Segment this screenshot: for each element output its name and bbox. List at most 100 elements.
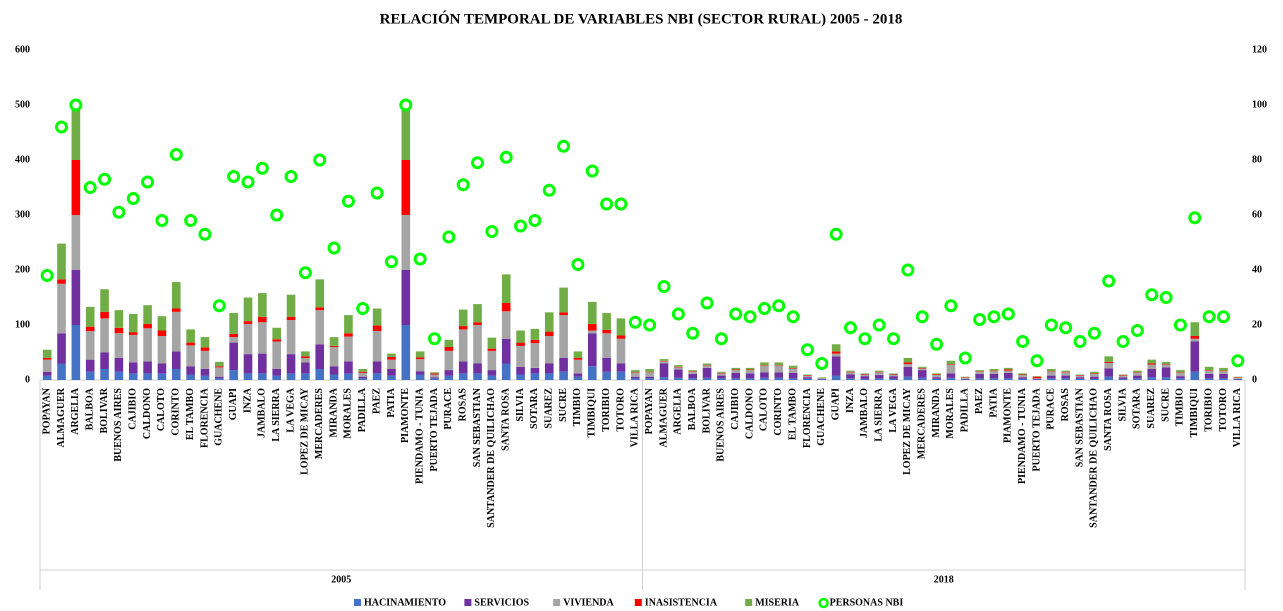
- bar-segment: [1233, 377, 1243, 378]
- x-tick-label: PUERTO TEJADA: [1031, 387, 1042, 471]
- bar-segment: [1147, 369, 1157, 378]
- legend-label: VIVIENDA: [563, 597, 614, 608]
- nbi-point: [227, 170, 241, 183]
- bar-segment: [846, 371, 855, 373]
- bar-segment: [903, 362, 913, 365]
- bar-segment: [128, 332, 138, 335]
- bar-segment: [229, 370, 238, 380]
- bar-segment: [889, 373, 898, 375]
- bar-segment: [631, 372, 640, 377]
- y2-tick-label: 100: [1252, 99, 1267, 110]
- bar-segment: [372, 361, 382, 374]
- bar-segment: [85, 331, 95, 360]
- bar-segment: [1118, 375, 1128, 378]
- bar-segment: [272, 327, 281, 340]
- bar-segment: [157, 330, 167, 336]
- bar-segment: [229, 312, 238, 334]
- bar-segment: [975, 378, 984, 380]
- bar-segment: [229, 337, 238, 343]
- bar-segment: [171, 282, 181, 309]
- bar-segment: [1147, 359, 1157, 364]
- bar-segment: [573, 359, 583, 374]
- bar-segment: [846, 370, 855, 372]
- bar-segment: [1147, 363, 1157, 365]
- x-tick-label: LA SIERRA: [271, 387, 282, 441]
- x-tick-label: PIENDAMO - TUNIA: [414, 387, 425, 484]
- nbi-point: [714, 332, 728, 346]
- bar-segment: [602, 329, 611, 334]
- bar-segment: [544, 373, 554, 380]
- bar-segment: [1061, 372, 1070, 376]
- bar-segment: [587, 323, 597, 331]
- bar-segment: [1118, 377, 1128, 379]
- x-tick-label: PURACE: [443, 388, 454, 430]
- bar-segment: [587, 333, 597, 367]
- nbi-point: [643, 318, 657, 332]
- bar-segment: [415, 371, 425, 375]
- bar-segment: [1004, 369, 1013, 371]
- nbi-point: [69, 98, 83, 112]
- bar-segment: [1018, 375, 1027, 378]
- bar-segment: [315, 344, 325, 369]
- bar-segment: [1204, 366, 1214, 371]
- bar-segment: [760, 365, 769, 373]
- bar-segment: [788, 368, 798, 373]
- bar-segment: [817, 378, 827, 380]
- x-tick-label: FLORENCIA: [802, 387, 813, 448]
- bar-segment: [344, 373, 353, 380]
- x-tick-label: LA SIERRA: [873, 387, 884, 441]
- bar-segment: [200, 347, 210, 351]
- bar-segment: [329, 337, 339, 346]
- bar-segment: [401, 325, 411, 380]
- bar-segment: [1161, 361, 1171, 365]
- x-tick-label: GUACHENE: [816, 388, 827, 446]
- x-tick-label: FLORENCIA: [199, 387, 210, 448]
- nbi-point: [1145, 288, 1159, 302]
- bar-segment: [401, 270, 411, 325]
- x-tick-label: SANTANDER DE QUILICHAO: [486, 388, 497, 528]
- bar-segment: [946, 364, 956, 365]
- bar-segment: [487, 337, 497, 349]
- nbi-point: [327, 241, 341, 255]
- bar-segment: [903, 376, 913, 380]
- bar-segment: [200, 337, 210, 348]
- x-tick-label: JAMBALO: [257, 388, 268, 438]
- nbi-point: [1087, 326, 1101, 340]
- x-tick-label: ROSAS: [1060, 388, 1071, 422]
- x-tick-label: PADILLA: [960, 387, 971, 432]
- bar-segment: [358, 378, 368, 380]
- y-tick-label: 100: [15, 319, 30, 330]
- nbi-point: [169, 148, 183, 161]
- bar-segment: [616, 335, 626, 339]
- x-tick-label: CORINTO: [171, 388, 182, 436]
- bar-segment: [387, 375, 396, 380]
- nbi-point: [298, 266, 312, 280]
- bar-segment: [1219, 371, 1228, 374]
- bar-segment: [272, 339, 281, 342]
- bar-segment: [286, 354, 296, 374]
- bar-segment: [803, 375, 812, 376]
- bar-segment: [946, 377, 956, 380]
- bar-segment: [745, 369, 755, 371]
- bar-segment: [659, 360, 669, 362]
- nbi-point: [413, 252, 427, 266]
- bar-segment: [100, 369, 109, 380]
- bar-segment: [530, 328, 540, 340]
- bar-segment: [1176, 370, 1185, 373]
- x-tick-label: SANTA ROSA: [501, 387, 512, 451]
- bar-segment: [1204, 370, 1214, 371]
- x-tick-label: SOTARA: [529, 387, 540, 429]
- bar-segment: [516, 345, 525, 367]
- bar-segment: [960, 379, 970, 380]
- x-tick-label: CALOTO: [156, 388, 167, 431]
- nbi-point: [141, 175, 155, 189]
- nbi-point: [1202, 310, 1216, 324]
- bar-segment: [1133, 372, 1142, 373]
- nbi-point: [98, 172, 112, 186]
- x-tick-label: POPAYAN: [41, 387, 52, 434]
- bar-segment: [1133, 370, 1142, 373]
- bar-segment: [631, 372, 640, 373]
- bar-segment: [946, 373, 956, 378]
- bar-segment: [1118, 378, 1128, 380]
- bar-segment: [473, 322, 482, 325]
